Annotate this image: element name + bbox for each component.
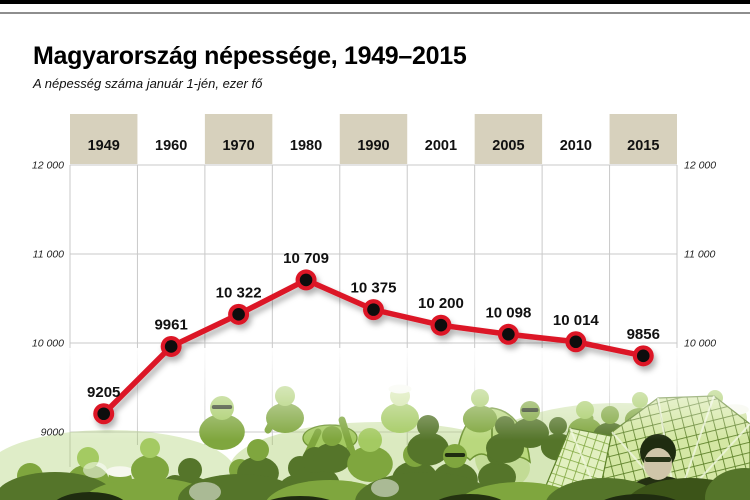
data-point-label: 10 200 xyxy=(418,295,464,312)
data-point-label: 10 709 xyxy=(283,250,329,267)
ytick-label-right: 10 000 xyxy=(684,338,716,350)
data-point-marker xyxy=(97,407,111,421)
year-label: 2015 xyxy=(627,138,659,154)
data-point-label: 10 322 xyxy=(216,284,262,301)
page-title: Magyarország népessége, 1949–2015 xyxy=(33,42,467,70)
data-point-label: 9205 xyxy=(87,384,120,401)
ytick-label-left: 12 000 xyxy=(32,160,64,172)
year-label: 2010 xyxy=(560,138,592,154)
data-point-label: 10 014 xyxy=(553,312,600,329)
series-line-group xyxy=(93,269,654,425)
ytick-label-left: 11 000 xyxy=(33,249,64,261)
crowd-mass xyxy=(270,496,330,500)
ytick-label-left: 9000 xyxy=(41,427,65,439)
data-point-marker xyxy=(299,273,313,287)
year-label: 1990 xyxy=(357,138,389,154)
year-label: 2005 xyxy=(492,138,524,154)
year-band xyxy=(474,114,543,164)
page-subtitle: A népesség száma január 1-jén, ezer fő xyxy=(33,76,263,91)
data-point-label: 9961 xyxy=(154,316,187,333)
crowd-mass xyxy=(604,494,676,500)
sunglasses xyxy=(444,453,466,457)
crowd-body xyxy=(313,443,351,473)
data-point-marker xyxy=(502,327,515,341)
crowd-body xyxy=(347,446,393,482)
data-point-label: 9856 xyxy=(627,326,660,343)
crowd-mass xyxy=(56,492,124,500)
shirt-highlight xyxy=(83,462,107,478)
chart-grid: 1949 1960 1970 1980 1990 2001 2005 2010 2015 xyxy=(69,114,678,467)
year-label: 1980 xyxy=(290,138,322,154)
ytick-label-left: 10 000 xyxy=(32,338,64,350)
crowd-body xyxy=(407,432,449,466)
crowd-mass xyxy=(705,468,750,500)
year-band xyxy=(70,114,138,164)
crowd-head xyxy=(247,439,269,461)
data-point-marker xyxy=(367,303,380,316)
top-divider-rule xyxy=(0,12,750,14)
crowd-mass xyxy=(438,494,502,500)
year-band xyxy=(609,114,677,164)
data-point-marker xyxy=(164,340,178,353)
chart-series: 9205 9961 10 322 10 709 10 375 10 200 10 098 10… xyxy=(87,250,660,425)
ytick-label-right: 12 000 xyxy=(684,160,716,172)
white-hat xyxy=(106,466,134,477)
data-point-label: 10 098 xyxy=(485,304,531,321)
year-label: 1949 xyxy=(88,138,120,154)
shirt-highlight xyxy=(371,479,399,497)
data-point-marker xyxy=(636,349,650,363)
data-point-marker xyxy=(569,335,583,349)
crowd-bottom-band xyxy=(0,462,750,500)
year-band xyxy=(204,114,273,164)
crowd-body xyxy=(131,455,169,485)
data-point-label: 10 375 xyxy=(351,280,397,297)
chart-axes: 9000 10 000 11 000 12 000 10 000 11 000 12 000 xyxy=(32,160,716,439)
year-band xyxy=(339,114,408,164)
year-label: 2001 xyxy=(425,138,457,154)
year-label: 1970 xyxy=(222,138,254,154)
shirt-highlight xyxy=(189,482,221,500)
data-point-marker xyxy=(232,308,245,321)
data-point-marker xyxy=(434,318,448,332)
ytick-label-right: 11 000 xyxy=(684,249,715,261)
crowd-head xyxy=(140,438,160,458)
crowd-head xyxy=(178,458,202,482)
year-label: 1960 xyxy=(155,138,187,154)
top-border-bar xyxy=(0,0,750,4)
